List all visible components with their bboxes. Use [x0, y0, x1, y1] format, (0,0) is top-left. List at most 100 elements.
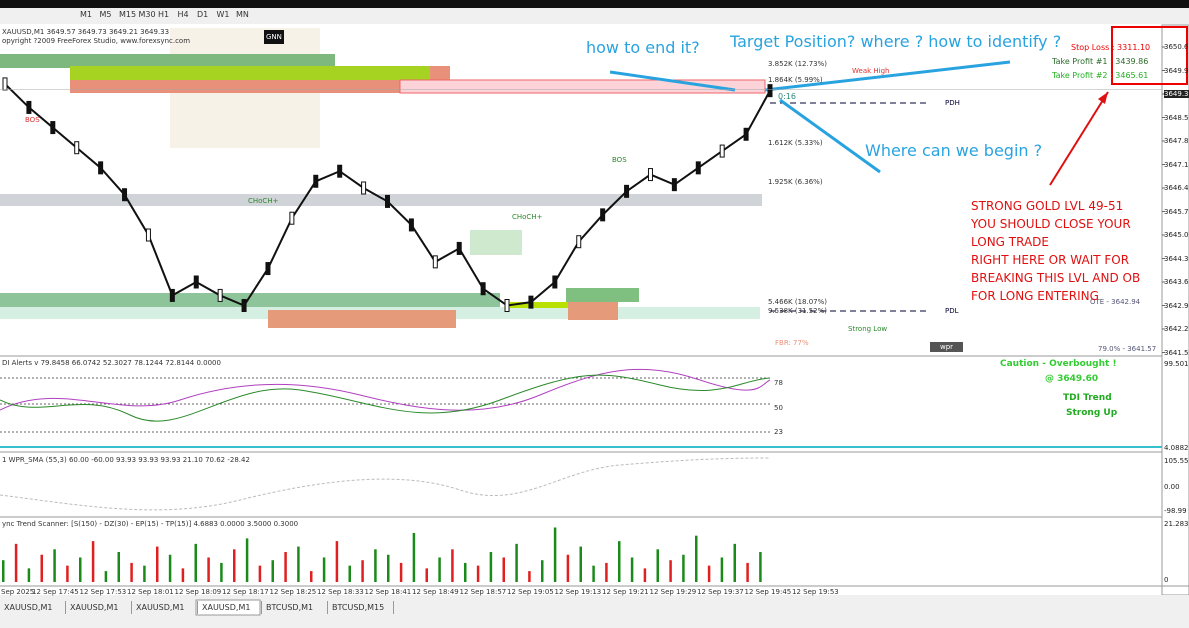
volume-bar	[656, 549, 659, 582]
tdi-line	[0, 374, 771, 422]
tab[interactable]: BTCUSD,M15	[328, 601, 394, 614]
tab[interactable]: XAUUSD,M1	[198, 601, 262, 614]
zone	[510, 302, 568, 308]
timeframe[interactable]: W1	[216, 10, 230, 19]
time-label: 12 Sep 18:09	[174, 588, 222, 596]
candle	[193, 275, 199, 289]
volume-bar	[489, 552, 493, 582]
price-label: 3641.5	[1164, 348, 1189, 357]
volume-bar	[425, 568, 428, 582]
volume-bar	[412, 532, 416, 582]
take-profit: Take Profit #2 : 3465.61	[1052, 71, 1149, 80]
bos-label: BOS	[612, 156, 627, 164]
chart-header: XAUUSD,M1 3649.57 3649.73 3649.21 3649.3…	[2, 28, 170, 36]
volume-bar	[245, 538, 249, 582]
arrow	[609, 60, 1011, 174]
tab[interactable]: XAUUSD,M1	[0, 601, 66, 614]
volume-bar	[284, 552, 287, 582]
level-label: Strong Low	[848, 325, 888, 333]
timeframe[interactable]: M30	[138, 10, 156, 19]
timeframe[interactable]: M15	[119, 10, 137, 19]
volume-bar	[643, 568, 647, 582]
candle	[98, 161, 104, 175]
time-label: 12 Sep 18:41	[364, 588, 412, 596]
candle	[122, 188, 128, 202]
trend: Strong Up	[1066, 408, 1118, 418]
volume-bar	[707, 565, 711, 582]
volume-bar	[79, 557, 82, 582]
tab[interactable]: XAUUSD,M1	[132, 601, 198, 614]
volume-bar	[2, 560, 5, 582]
timeframe[interactable]: M1	[80, 10, 92, 19]
volume-bar	[502, 557, 505, 582]
candle	[265, 262, 271, 276]
time-label: 12 Sep 19:13	[554, 588, 602, 596]
tab[interactable]: BTCUSD,M1	[262, 601, 328, 614]
volume-bar	[669, 560, 672, 582]
volume-bar	[297, 546, 300, 582]
active-tab	[195, 599, 261, 616]
price-label: 3642.9	[1164, 301, 1189, 310]
volume-bar	[759, 552, 762, 582]
volume-bar	[682, 554, 685, 582]
volume-bar	[40, 554, 43, 582]
timer: 0:16	[778, 92, 796, 101]
candle	[74, 141, 80, 155]
volume-bar	[53, 549, 56, 582]
volume-bar	[387, 554, 390, 582]
time-label: Sep 2025	[1, 588, 35, 596]
note-line: YOU SHOULD CLOSE YOUR	[971, 217, 1131, 231]
axis-label: 4.0882	[1164, 444, 1189, 452]
time-label: 12 Sep 18:01	[127, 588, 174, 596]
level-label: 3.852K (12.73%)	[768, 60, 828, 68]
tab[interactable]: XAUUSD,M1	[66, 601, 132, 614]
timeframe[interactable]: D1	[197, 10, 209, 19]
zone	[70, 80, 400, 93]
time-label: 12 Sep 19:29	[649, 588, 697, 596]
panel-header: ync Trend Scanner: [S(150) - DZ(30) - EP…	[2, 520, 299, 528]
timeframe[interactable]: H1	[158, 10, 170, 19]
volume-bar	[695, 535, 698, 582]
price-label: 3645.7	[1164, 207, 1189, 216]
candle	[217, 288, 223, 302]
volume-bar	[374, 549, 377, 582]
panel-header: DI Alerts v 79.8458 66.0742 52.3027 78.1…	[2, 359, 221, 367]
volume-bar	[271, 560, 274, 582]
volume-bar	[605, 562, 608, 582]
volume-bar	[579, 546, 582, 582]
level-label: FBR: 77%	[775, 339, 809, 347]
level-label: PDL	[945, 307, 959, 315]
time-label: 12 Sep 18:49	[412, 588, 459, 596]
level-label: OTE - 3642.94	[1090, 298, 1141, 306]
alert: Caution - Overbought !	[1000, 359, 1117, 369]
volume-bar	[220, 562, 223, 582]
volume-bar	[27, 568, 31, 582]
candle	[528, 295, 534, 309]
volume-bar	[194, 543, 197, 582]
time-label: 12 Sep 19:45	[744, 588, 792, 596]
candle	[504, 299, 510, 312]
alert: @ 3649.60	[1045, 374, 1099, 384]
price-label: 3650.6	[1164, 43, 1189, 51]
timeframe[interactable]: M5	[99, 10, 112, 19]
arrow	[1049, 91, 1109, 186]
toolbar	[0, 8, 1189, 24]
candle	[767, 84, 773, 98]
stop-loss: Stop Loss : 3311.10	[1071, 43, 1151, 52]
axis-label: 0	[1164, 576, 1169, 584]
time-label: 12 Sep 19:21	[602, 588, 649, 596]
price-label: 3646.4	[1164, 184, 1189, 192]
volume-bar	[14, 543, 18, 582]
volume-bar	[515, 543, 518, 582]
tdi-line	[0, 368, 771, 411]
volume-bar	[438, 557, 441, 582]
axis-label: 0.00	[1164, 483, 1180, 491]
price-label: 3649.9	[1164, 66, 1189, 75]
price-label: 3644.3	[1164, 254, 1189, 263]
candle	[600, 208, 606, 222]
timeframe[interactable]: H4	[177, 10, 189, 19]
volume-bar	[733, 543, 736, 582]
timeframe[interactable]: MN	[236, 10, 249, 19]
top-bar	[0, 0, 1189, 8]
time-label: 12 Sep 18:25	[269, 588, 317, 596]
